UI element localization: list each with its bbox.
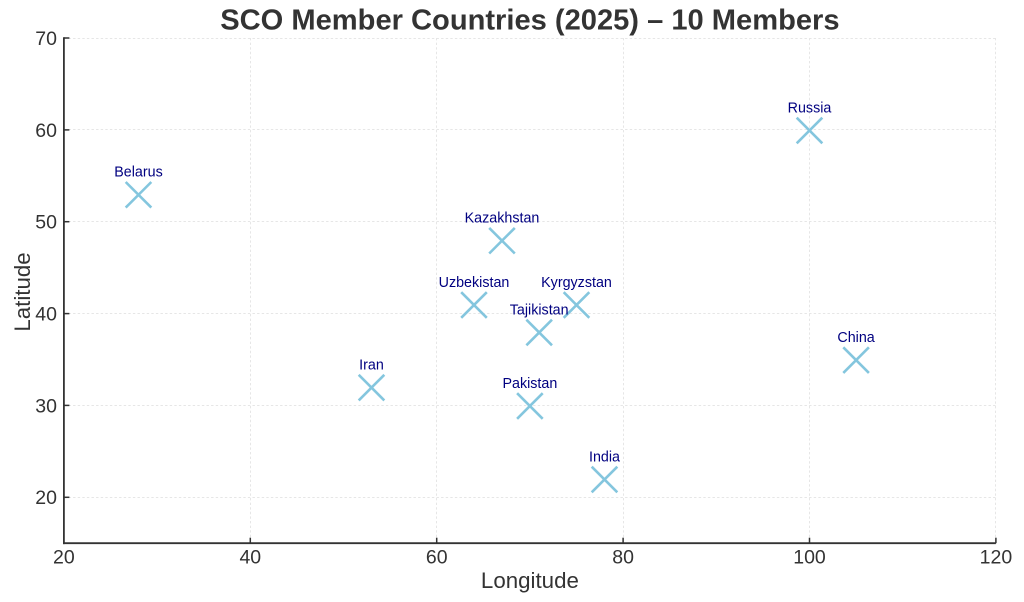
- svg-text:Uzbekistan: Uzbekistan: [439, 275, 510, 291]
- svg-text:SCO Member Countries (2025) –: SCO Member Countries (2025) – 10 Members: [220, 5, 839, 37]
- svg-text:60: 60: [35, 120, 57, 142]
- svg-text:Iran: Iran: [359, 357, 384, 373]
- svg-text:100: 100: [793, 547, 826, 569]
- svg-text:50: 50: [35, 212, 57, 234]
- svg-text:Kyrgyzstan: Kyrgyzstan: [541, 275, 612, 291]
- svg-text:Longitude: Longitude: [481, 568, 579, 593]
- svg-text:60: 60: [426, 547, 448, 569]
- svg-text:120: 120: [980, 547, 1013, 569]
- svg-text:Russia: Russia: [788, 100, 832, 116]
- svg-text:70: 70: [35, 28, 57, 50]
- svg-text:Kazakhstan: Kazakhstan: [465, 211, 540, 227]
- svg-text:30: 30: [35, 395, 57, 417]
- svg-text:India: India: [589, 449, 620, 465]
- svg-text:Latitude: Latitude: [10, 252, 35, 331]
- svg-text:20: 20: [35, 487, 57, 509]
- svg-text:Pakistan: Pakistan: [502, 376, 557, 392]
- svg-text:20: 20: [53, 547, 75, 569]
- svg-text:80: 80: [612, 547, 634, 569]
- svg-text:40: 40: [35, 304, 57, 326]
- svg-text:Tajikistan: Tajikistan: [510, 302, 569, 318]
- svg-text:China: China: [837, 330, 874, 346]
- svg-text:40: 40: [239, 547, 261, 569]
- svg-text:Belarus: Belarus: [114, 165, 162, 181]
